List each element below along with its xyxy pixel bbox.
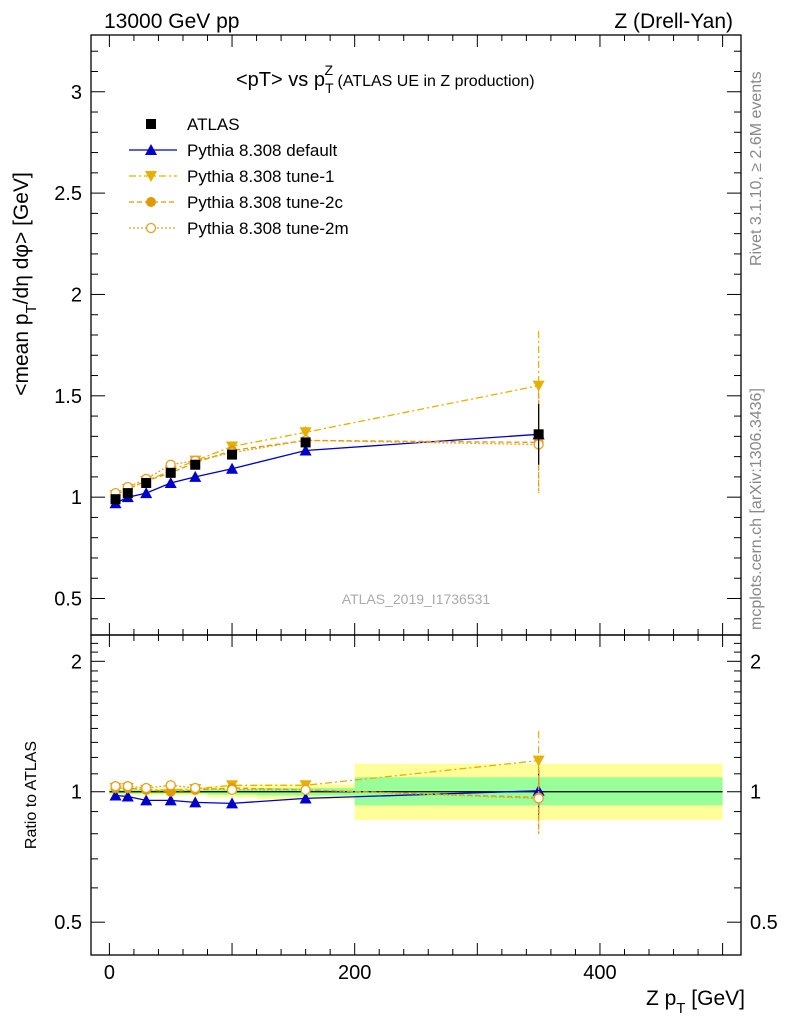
header-left: 13000 GeV pp (104, 10, 239, 33)
ratio-panel: 0 200 400 0.5 0.5 1 1 2 2 (54, 634, 778, 984)
main-data-point (165, 467, 176, 478)
main-data-point (110, 494, 121, 505)
legend: ATLAS Pythia 8.308 default Pythia 8.308 tu… (129, 115, 349, 238)
x-label-a: Z p (646, 987, 676, 1010)
main-series-pythia-8-308-tune-2c (110, 393, 544, 501)
rivet-label: Rivet 3.1.10, ≥ 2.6M events (748, 71, 765, 266)
main-data-point (141, 477, 152, 488)
main-data-point (189, 470, 202, 482)
ratio-data-point (532, 784, 545, 796)
ratio-data-point (109, 789, 122, 801)
ratio-data-point (164, 794, 177, 806)
main-data-point (164, 476, 177, 488)
ratio-data-point (110, 781, 121, 792)
y-label-main-sub: T (23, 304, 40, 313)
legend-entry: ATLAS (146, 115, 240, 134)
ratio-series-pythia-8-308-tune-2m (110, 767, 544, 835)
ratio-y-tick-label: 1 (71, 782, 82, 804)
main-data-point (533, 429, 544, 440)
main-data-point (190, 459, 201, 470)
ratio-y-tick-label: 2 (71, 651, 82, 673)
plot-title-suffix: (ATLAS UE in Z production) (333, 73, 535, 90)
analysis-watermark: ATLAS_2019_I1736531 (342, 591, 491, 607)
legend-entry: Pythia 8.308 tune-1 (129, 167, 334, 186)
ratio-data-point (141, 782, 152, 794)
main-data-point (299, 444, 312, 456)
legend-label: Pythia 8.308 default (187, 141, 338, 160)
ratio-y-tick-label-right: 2 (750, 651, 761, 673)
legend-label: Pythia 8.308 tune-2c (187, 193, 343, 212)
header-right: Z (Drell-Yan) (614, 10, 733, 33)
ratio-data-point (226, 784, 238, 796)
main-data-point (226, 462, 239, 474)
ratio-series-line (115, 787, 539, 799)
main-panel: 0.5 1 1.5 2 2.5 3 (54, 34, 742, 636)
ratio-x-tick-label: 200 (338, 962, 371, 984)
ratio-frame (90, 634, 742, 956)
y-label-main-b: /dη dφ> [GeV] (10, 172, 33, 304)
main-y-tick-label: 1.5 (54, 386, 82, 408)
x-axis-label: Z pT [GeV] (646, 987, 745, 1017)
main-series-atlas (110, 403, 544, 505)
legend-label: Pythia 8.308 tune-1 (187, 167, 334, 186)
legend-label: Pythia 8.308 tune-2m (187, 219, 349, 238)
mcplots-label: mcplots.cern.ch [arXiv:1306.3436] (748, 388, 765, 630)
ratio-axes-layer: 0 200 400 0.5 0.5 1 1 2 2 (54, 634, 778, 984)
y-axis-label-ratio: Ratio to ATLAS (23, 741, 40, 849)
main-y-tick-label: 3 (71, 82, 82, 104)
ratio-data-point (532, 755, 545, 767)
ratio-data-point (299, 792, 312, 804)
main-series-pythia-8-308-default (109, 403, 545, 509)
ratio-data-point (165, 780, 176, 791)
x-label-sub: T (676, 1000, 685, 1017)
main-y-tick-label: 2.5 (54, 183, 82, 205)
main-y-tick-label: 0.5 (54, 589, 82, 611)
legend-marker (145, 222, 157, 234)
legend-marker (146, 197, 156, 207)
ratio-y-tick-label-right: 1 (750, 782, 761, 804)
main-y-tick-label: 2 (71, 284, 82, 306)
y-axis-label-main: <mean pT/dη dφ> [GeV] (10, 172, 40, 396)
main-data-point (227, 449, 238, 460)
main-data-point (140, 487, 153, 499)
main-series-line (115, 439, 539, 494)
ratio-data-layer (109, 731, 545, 835)
ratio-data-point (122, 781, 133, 792)
legend-entry: Pythia 8.308 tune-2c (129, 193, 343, 212)
plot-title-sub: T (325, 80, 334, 96)
plot-title-main: <pT> vs p (236, 69, 325, 91)
main-data-point (299, 427, 312, 439)
y-label-main-a: <mean p (10, 313, 33, 395)
legend-marker (146, 119, 156, 129)
ratio-x-tick-label: 0 (104, 962, 115, 984)
main-data-point (122, 488, 133, 499)
ratio-bands-layer (109, 763, 723, 821)
x-label-b: [GeV] (685, 987, 745, 1010)
main-data-point (532, 380, 545, 392)
legend-entry: Pythia 8.308 default (129, 141, 338, 160)
plot-title-sup: Z (325, 62, 334, 78)
main-axes-layer: 0.5 1 1.5 2 2.5 3 (54, 34, 742, 636)
ratio-data-point (300, 784, 311, 796)
main-data-layer (109, 330, 545, 509)
legend-marker (145, 171, 157, 182)
legend-entry: Pythia 8.308 tune-2m (129, 219, 349, 238)
ratio-y-tick-label-right: 0.5 (750, 912, 778, 934)
ratio-data-point (121, 790, 134, 802)
ratio-data-point (189, 796, 202, 808)
ratio-data-point (226, 797, 239, 809)
main-data-point (300, 437, 311, 448)
ratio-x-tick-label: 400 (583, 962, 616, 984)
ratio-y-tick-label: 0.5 (54, 912, 82, 934)
legend-marker (145, 144, 157, 155)
ratio-data-point (533, 793, 544, 804)
ratio-data-point (190, 782, 201, 794)
plot-title: <pT> vs pTZ (ATLAS UE in Z production) (236, 62, 535, 96)
main-y-tick-label: 1 (71, 487, 82, 509)
ratio-data-point (140, 794, 153, 806)
legend-label: ATLAS (187, 115, 240, 134)
